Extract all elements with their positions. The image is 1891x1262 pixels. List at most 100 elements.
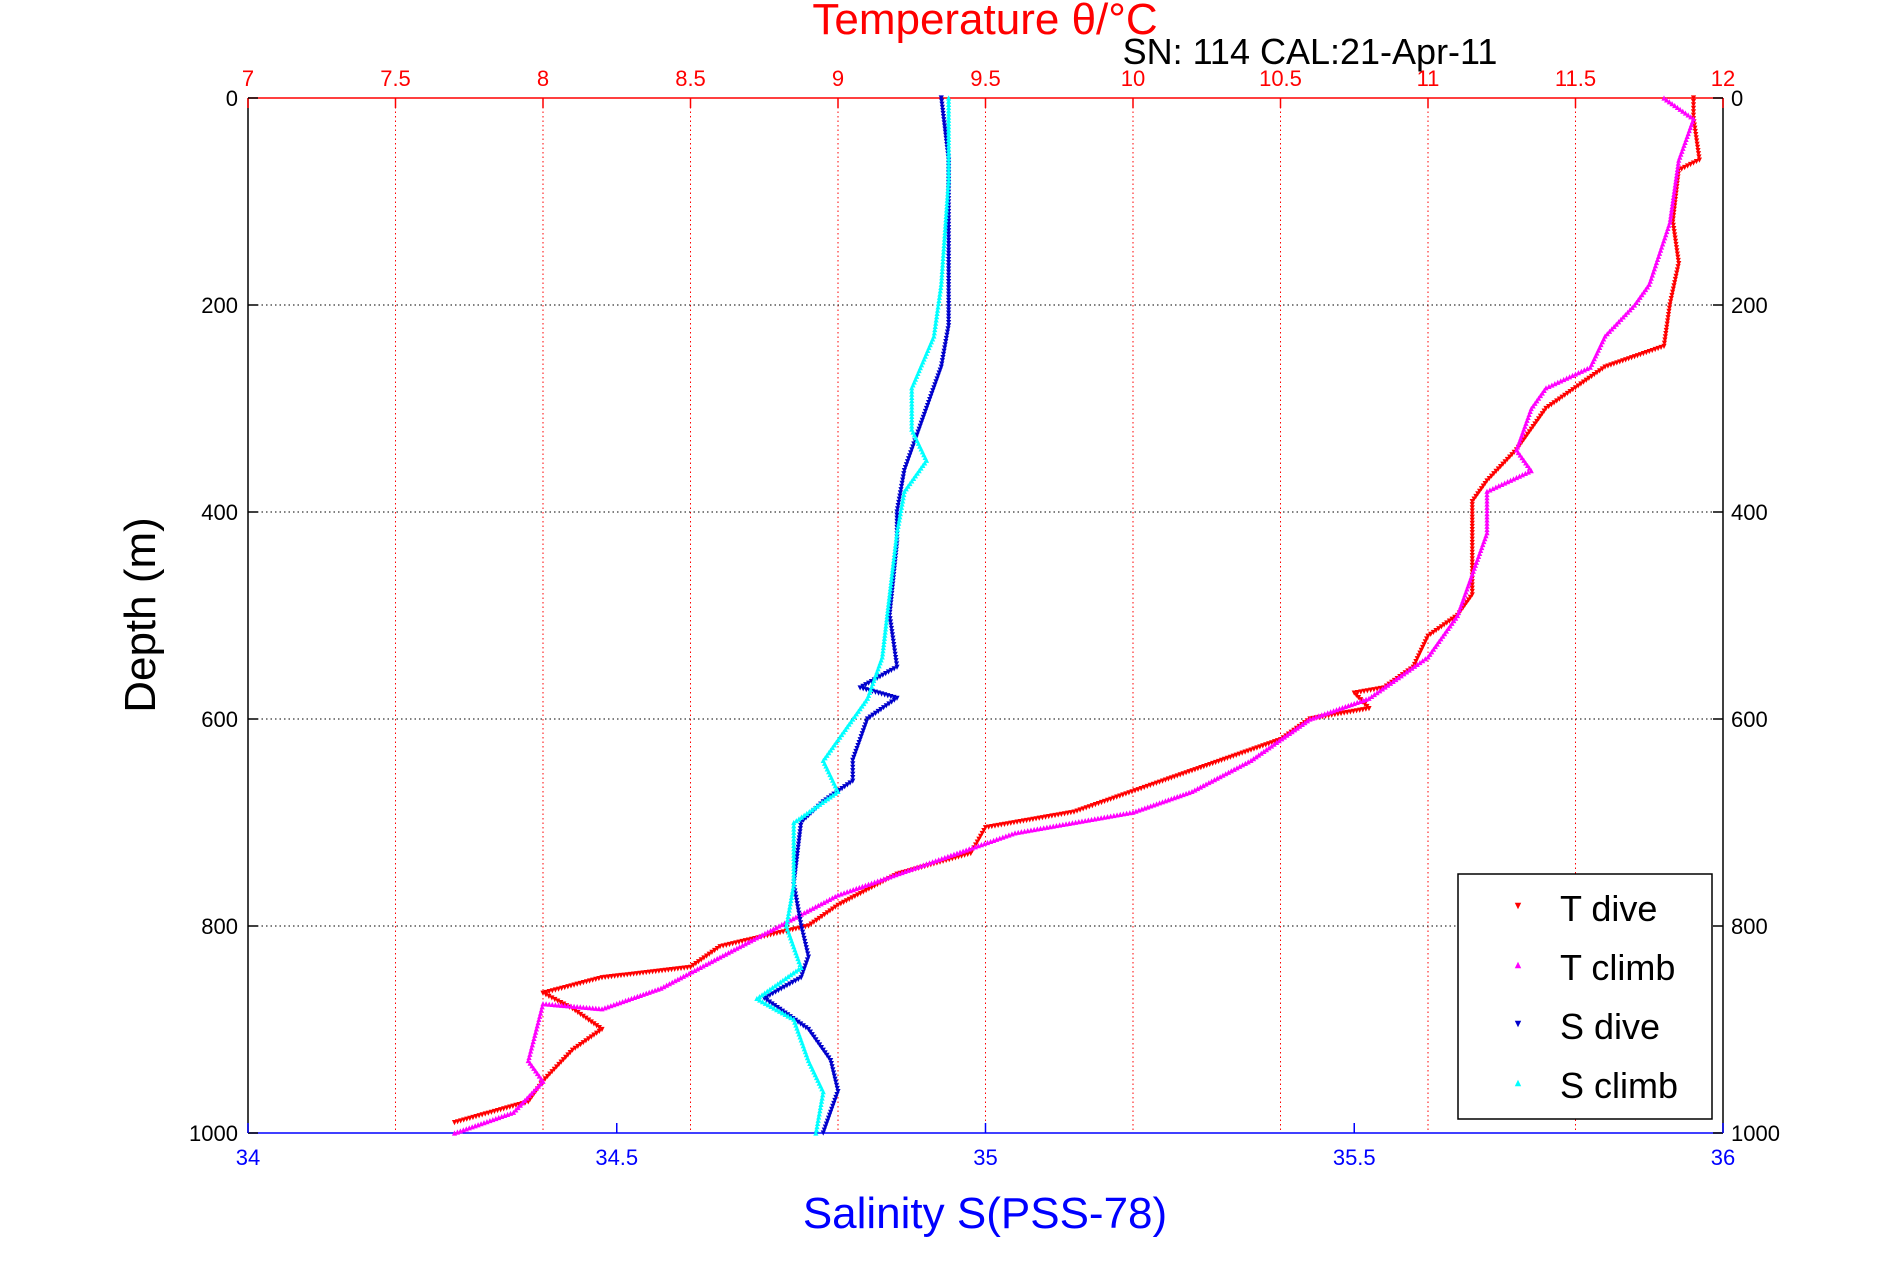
data-point	[893, 539, 899, 545]
data-point	[938, 284, 944, 291]
data-point	[795, 1019, 801, 1025]
data-point	[1674, 166, 1681, 173]
data-point	[892, 648, 898, 654]
data-point	[1171, 795, 1177, 801]
data-point	[805, 954, 812, 960]
data-point	[893, 654, 899, 661]
data-point	[535, 1020, 541, 1026]
data-point	[737, 944, 743, 950]
data-point	[1414, 656, 1420, 662]
data-point	[1411, 663, 1418, 669]
data-point	[532, 1032, 538, 1038]
data-point	[942, 126, 948, 132]
data-point	[1120, 811, 1127, 817]
data-point	[870, 712, 876, 718]
data-point	[1015, 829, 1021, 835]
data-point	[827, 908, 833, 914]
data-point	[777, 979, 783, 985]
data-point	[900, 477, 906, 483]
data-point	[1316, 713, 1322, 719]
data-point	[1669, 101, 1675, 107]
data-point	[1685, 112, 1691, 118]
data-point	[697, 964, 703, 970]
data-point	[652, 987, 658, 993]
data-point	[765, 1002, 771, 1008]
data-point	[575, 1009, 581, 1016]
data-point	[533, 1029, 539, 1035]
data-point	[703, 953, 710, 959]
data-point	[1304, 718, 1311, 724]
data-point	[944, 197, 950, 203]
data-point	[1209, 778, 1215, 784]
data-point	[1674, 169, 1680, 176]
data-point	[1114, 812, 1120, 818]
data-point	[946, 279, 952, 285]
data-point	[946, 256, 952, 263]
data-point	[901, 491, 907, 498]
data-point	[791, 875, 797, 881]
data-point	[893, 661, 900, 667]
data-point	[890, 635, 896, 641]
data-point	[1425, 654, 1431, 660]
data-point	[742, 941, 748, 947]
data-point	[899, 501, 905, 507]
data-point	[801, 935, 807, 942]
data-point	[976, 836, 982, 842]
data-point	[852, 751, 858, 758]
data-point	[623, 997, 629, 1004]
data-point	[549, 995, 555, 1001]
data-point	[1668, 296, 1674, 302]
data-point	[1484, 501, 1490, 507]
data-point	[536, 1016, 542, 1023]
data-point	[957, 849, 963, 855]
data-point	[797, 832, 803, 838]
data-point	[902, 465, 909, 471]
data-point	[798, 923, 804, 929]
data-point	[493, 1115, 499, 1122]
data-point	[900, 474, 906, 480]
data-point	[1253, 754, 1259, 760]
data-point	[878, 706, 884, 713]
data-point	[1664, 321, 1670, 327]
data-point	[1674, 248, 1680, 254]
data-point	[1261, 748, 1267, 754]
depth-tick-label-left: 400	[201, 500, 238, 525]
data-point	[1469, 526, 1475, 533]
data-point	[820, 1092, 826, 1098]
data-point	[1268, 743, 1275, 749]
data-point	[946, 178, 952, 184]
data-point	[594, 1030, 600, 1036]
data-point	[1414, 661, 1420, 668]
data-point	[896, 496, 902, 502]
data-point	[891, 645, 897, 651]
data-point	[768, 1003, 774, 1010]
data-point	[865, 881, 872, 887]
data-point	[1665, 318, 1671, 324]
data-point	[620, 998, 626, 1005]
data-point	[822, 1124, 828, 1130]
data-point	[946, 168, 952, 174]
data-point	[828, 1109, 834, 1115]
data-point	[831, 1073, 837, 1079]
data-point	[800, 932, 806, 938]
data-point	[1693, 135, 1699, 141]
data-point	[1673, 245, 1680, 251]
data-point	[1487, 487, 1493, 493]
data-point	[943, 213, 949, 219]
data-point	[1663, 331, 1669, 337]
data-point	[883, 703, 889, 709]
data-point	[1578, 381, 1584, 387]
data-point	[884, 613, 890, 620]
data-point	[934, 307, 941, 313]
data-point	[939, 268, 945, 274]
data-point	[814, 1120, 821, 1127]
data-point	[790, 979, 796, 986]
data-point	[766, 999, 773, 1005]
data-point	[1469, 536, 1475, 542]
data-point	[909, 388, 915, 394]
data-point	[1469, 549, 1475, 555]
data-point	[698, 957, 704, 963]
data-point	[505, 1111, 511, 1117]
depth-tick-label-left: 800	[201, 914, 238, 939]
